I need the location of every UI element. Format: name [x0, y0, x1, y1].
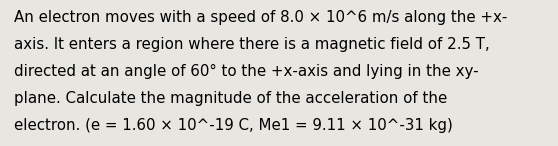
- Text: An electron moves with a speed of 8.0 × 10^6 m/s along the +x-: An electron moves with a speed of 8.0 × …: [14, 10, 507, 25]
- Text: axis. It enters a region where there is a magnetic field of 2.5 T,: axis. It enters a region where there is …: [14, 37, 490, 52]
- Text: directed at an angle of 60° to the +x-axis and lying in the xy-: directed at an angle of 60° to the +x-ax…: [14, 64, 479, 79]
- Text: plane. Calculate the magnitude of the acceleration of the: plane. Calculate the magnitude of the ac…: [14, 91, 447, 106]
- Text: electron. (e = 1.60 × 10^-19 C, Me1 = 9.11 × 10^-31 kg): electron. (e = 1.60 × 10^-19 C, Me1 = 9.…: [14, 118, 453, 133]
